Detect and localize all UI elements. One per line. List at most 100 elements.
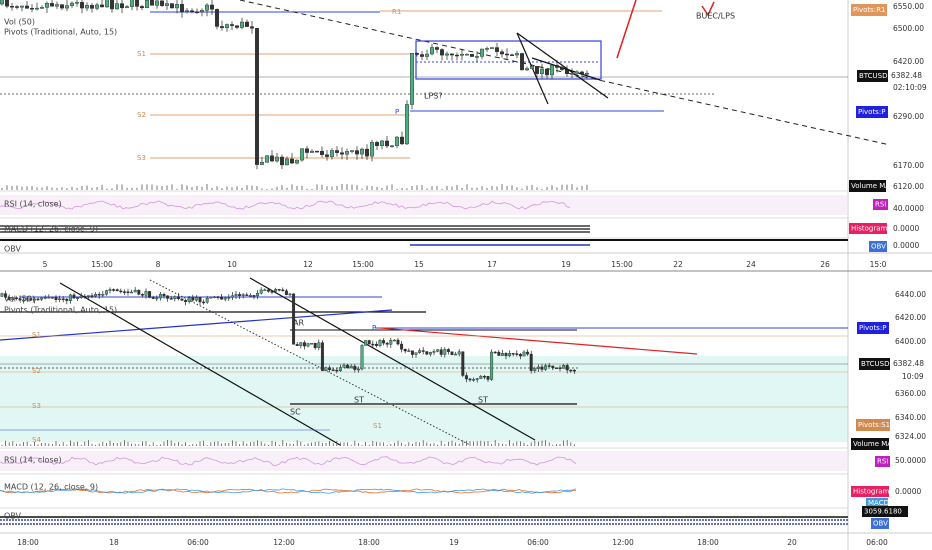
macd-label: MACD (12, 26, close, 9) [4, 483, 98, 492]
rsi-label: RSI (14, close) [4, 456, 62, 465]
candle-body [330, 150, 334, 157]
candle-body [300, 148, 304, 161]
candle-body [392, 339, 396, 342]
badge-pivot: Pivots:P [859, 324, 886, 332]
candle-body [234, 294, 238, 296]
candle-body [43, 297, 47, 299]
candle-body [158, 294, 162, 299]
candle-body [270, 291, 274, 293]
candle-body [256, 293, 260, 297]
candle-body [148, 291, 152, 298]
candle-body [414, 352, 418, 355]
indicator-line [0, 488, 577, 494]
candle-body [140, 6, 144, 9]
candle-body [475, 56, 479, 58]
candle-body [151, 297, 155, 299]
wedge-line [516, 32, 609, 99]
candle-body [0, 0, 4, 5]
candle-body [275, 156, 279, 162]
legend-pivots: Pivots (Traditional, Auto, 15) [4, 306, 117, 315]
candle-body [115, 289, 119, 292]
candle-body [85, 5, 89, 9]
candle-body [331, 369, 335, 371]
candle-body [405, 104, 409, 145]
candle-body [380, 140, 384, 146]
badge-pivot: Pivots:P [858, 108, 885, 116]
candle-body [486, 376, 490, 380]
time-label: 06:00 [187, 538, 209, 547]
candle-body [396, 339, 400, 345]
candle-body [223, 297, 227, 300]
candle-body [353, 365, 357, 370]
candle-body [137, 289, 141, 295]
candle-body [317, 342, 321, 349]
label-s3: S3 [137, 154, 146, 162]
candle-body [400, 136, 404, 145]
candle-body [230, 24, 234, 26]
time-label: 12:00 [273, 538, 295, 547]
candle-body [443, 349, 447, 355]
label-ar: AR [293, 319, 304, 328]
badge [862, 506, 908, 517]
time-label: 18:00 [17, 538, 39, 547]
badge [866, 498, 888, 508]
candle-body [480, 48, 484, 57]
candle-body [195, 11, 199, 14]
time-label: 8 [156, 260, 161, 269]
candle-body [555, 65, 559, 68]
candle-body [570, 72, 574, 75]
badge [871, 518, 889, 529]
candle-body [445, 53, 449, 56]
candle-body [79, 295, 83, 299]
time-label: 18:00 [358, 538, 380, 547]
candle-body [216, 296, 220, 298]
candle-body [299, 342, 303, 346]
candle-body [432, 351, 436, 353]
candle-body [454, 353, 458, 356]
candle-body [70, 2, 74, 6]
candle-body [520, 53, 524, 71]
time-label: 26 [820, 260, 830, 269]
candle-body [338, 367, 342, 371]
candle-body [572, 369, 576, 372]
badge [859, 358, 890, 370]
candle-body [190, 10, 194, 13]
candle-body [292, 293, 296, 345]
candle-body [364, 340, 368, 346]
countdown: 02:10:09 [893, 83, 927, 92]
time-label: 18 [109, 538, 119, 547]
candle-body [185, 10, 189, 13]
candle-body [389, 340, 393, 345]
price-label: 6120.00 [893, 182, 924, 191]
rsi-value: 50.0000 [895, 456, 926, 465]
candle-body [86, 295, 90, 297]
candle-body [90, 295, 94, 297]
candle-body [374, 343, 378, 346]
candle-body [60, 4, 64, 9]
price-label: 6360.00 [895, 389, 926, 398]
badge-rsi: RSI [877, 458, 888, 466]
badge-price: 6382.48 [893, 359, 924, 368]
candle-body [465, 53, 469, 56]
candle-body [11, 297, 15, 300]
candle-body [266, 289, 270, 292]
badge [856, 419, 890, 431]
candle-body [40, 7, 44, 9]
candle-body [342, 364, 346, 368]
candle-body [100, 4, 104, 8]
trend-line [379, 327, 698, 355]
time-label: 24 [746, 260, 756, 269]
candle-body [112, 289, 116, 291]
candle-body [61, 298, 65, 300]
badge [851, 438, 889, 450]
legend-vol: Vol (50) [4, 295, 35, 304]
candle-body [15, 6, 19, 8]
candle-body [310, 150, 314, 153]
candle-body [205, 4, 209, 11]
candle-body [320, 150, 324, 155]
candle-body [277, 289, 281, 291]
candle-body [565, 365, 569, 371]
candle-body [75, 2, 79, 4]
candle-body [550, 65, 554, 76]
candle-body [439, 349, 443, 355]
